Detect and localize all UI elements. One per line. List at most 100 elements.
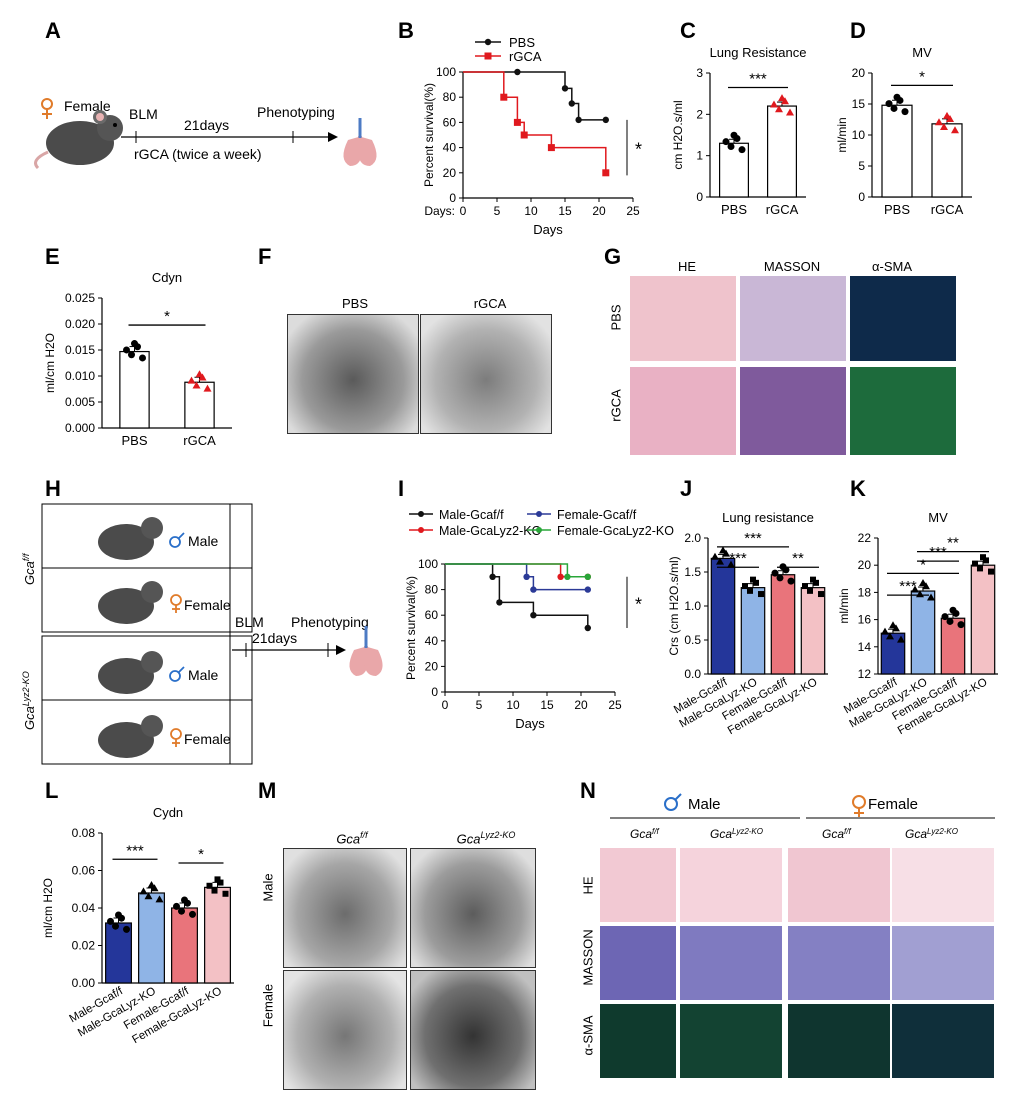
data-point	[949, 606, 957, 614]
panel-h-schematic: Gcaf/f GcaLyz2-KO Male Female Male Femal…	[21, 503, 383, 765]
x-tick-label: 25	[626, 204, 640, 218]
data-point	[144, 892, 153, 900]
legend-marker	[484, 38, 492, 46]
y-tick-label: 20	[858, 558, 872, 572]
x-tick-label: 10	[524, 204, 538, 218]
panel-d-bar-chart: MV 0 5 10 15 20 ml/min PBS rGCA *	[835, 45, 972, 217]
legend-label: PBS	[509, 35, 535, 50]
chart-title: Cdyn	[152, 270, 182, 285]
y-tick-label: 12	[858, 667, 872, 681]
y-tick-label: 0.005	[65, 395, 95, 409]
panel-k-bar-chart: MV121416182022ml/minMale-Gcaf/fMale-GcaL…	[837, 510, 998, 737]
female-label-2: Female	[184, 731, 231, 747]
legend-marker	[536, 527, 542, 533]
bar-1	[910, 590, 936, 675]
ct-scan-male-ff	[283, 848, 407, 968]
panel-label-i: I	[398, 476, 405, 501]
x-axis-label: Days	[533, 222, 563, 237]
panel-n-group-male: Male	[688, 796, 721, 813]
legend-label: Female-Gcaf/f	[557, 508, 637, 522]
y-tick-label: 0.020	[65, 317, 95, 331]
y-tick-label: 14	[858, 640, 872, 654]
mouse-icon	[34, 110, 123, 170]
bar-0	[105, 922, 132, 984]
bar-1	[766, 105, 797, 198]
y-tick-label: 1.5	[684, 565, 701, 579]
data-point	[727, 142, 735, 150]
bar-0	[881, 104, 913, 198]
bar-2	[171, 907, 198, 984]
data-point	[980, 554, 986, 561]
panel-g-col-he: HE	[677, 259, 697, 274]
y-tick-label: 20	[852, 66, 866, 80]
data-point	[128, 351, 135, 359]
histology-sma-rgca	[850, 367, 956, 455]
legend-label: rGCA	[509, 49, 542, 64]
x-tick-label: 15	[558, 204, 572, 218]
histology-sma-2	[680, 1004, 782, 1078]
ct-scan-female-ff	[283, 970, 407, 1090]
survival-point	[523, 573, 530, 580]
data-point	[750, 576, 756, 583]
treatment-label: rGCA (twice a week)	[134, 146, 262, 162]
panel-m-row-female: Female	[260, 983, 276, 1028]
significance-label: *	[920, 556, 926, 573]
x-tick-label: PBS	[121, 433, 147, 448]
chart-title: Lung resistance	[722, 510, 814, 525]
survival-point	[500, 93, 508, 101]
survival-point	[520, 131, 528, 139]
bar-3	[800, 587, 826, 675]
data-point	[940, 123, 948, 131]
bar-0	[119, 350, 150, 429]
data-point	[889, 621, 897, 629]
y-tick-label: 15	[852, 97, 866, 111]
x-tick-label: 10	[506, 698, 520, 712]
genotype-ff-label: Gcaf/f	[21, 552, 37, 585]
data-point	[738, 146, 746, 154]
panel-n-col-4: GcaLyz2-KO	[905, 827, 958, 841]
y-tick-label: 0	[449, 191, 456, 205]
male-label-1: Male	[188, 533, 219, 549]
survival-line-3	[445, 563, 588, 578]
bar-0	[880, 632, 906, 675]
y-tick-label: 100	[418, 557, 438, 571]
panel-label-f: F	[258, 244, 272, 269]
panel-label-c: C	[680, 18, 696, 43]
significance-label: **	[947, 535, 959, 552]
significance-label: ***	[929, 544, 947, 561]
ct-scan-male-ko	[410, 848, 536, 968]
survival-line-0	[445, 563, 589, 628]
survival-point	[602, 169, 610, 177]
blm-label-h: BLM	[235, 614, 264, 630]
data-point	[189, 910, 196, 918]
data-point	[901, 108, 909, 116]
duration-label-h: 21days	[252, 630, 297, 646]
y-axis-label: cm H2O.s/ml	[671, 100, 685, 169]
y-tick-label: 5	[858, 159, 865, 173]
chart-title: MV	[928, 510, 948, 525]
y-axis-label: Percent survival(%)	[422, 83, 436, 187]
histology-he-4	[892, 848, 994, 922]
bar-1	[931, 123, 963, 198]
female-symbol-icon	[170, 594, 182, 613]
y-tick-label: 1.0	[684, 599, 701, 613]
x-tick-label: 0	[460, 204, 467, 218]
data-point	[972, 560, 978, 567]
survival-point	[530, 612, 537, 619]
x-tick-label: 5	[476, 698, 483, 712]
survival-point	[584, 573, 591, 580]
data-point	[807, 587, 813, 594]
panel-m-col-ff: Gcaf/f	[336, 830, 368, 847]
bar-1	[184, 381, 215, 429]
data-point	[988, 568, 994, 575]
data-point	[787, 577, 795, 585]
y-axis-label: ml/min	[835, 117, 849, 152]
data-point	[775, 105, 783, 113]
panel-label-h: H	[45, 476, 61, 501]
data-point	[195, 370, 204, 378]
chart-title: Lung Resistance	[710, 45, 807, 60]
data-point	[886, 632, 894, 640]
significance-label: *	[919, 68, 925, 85]
y-axis-label: ml/min	[837, 588, 851, 623]
